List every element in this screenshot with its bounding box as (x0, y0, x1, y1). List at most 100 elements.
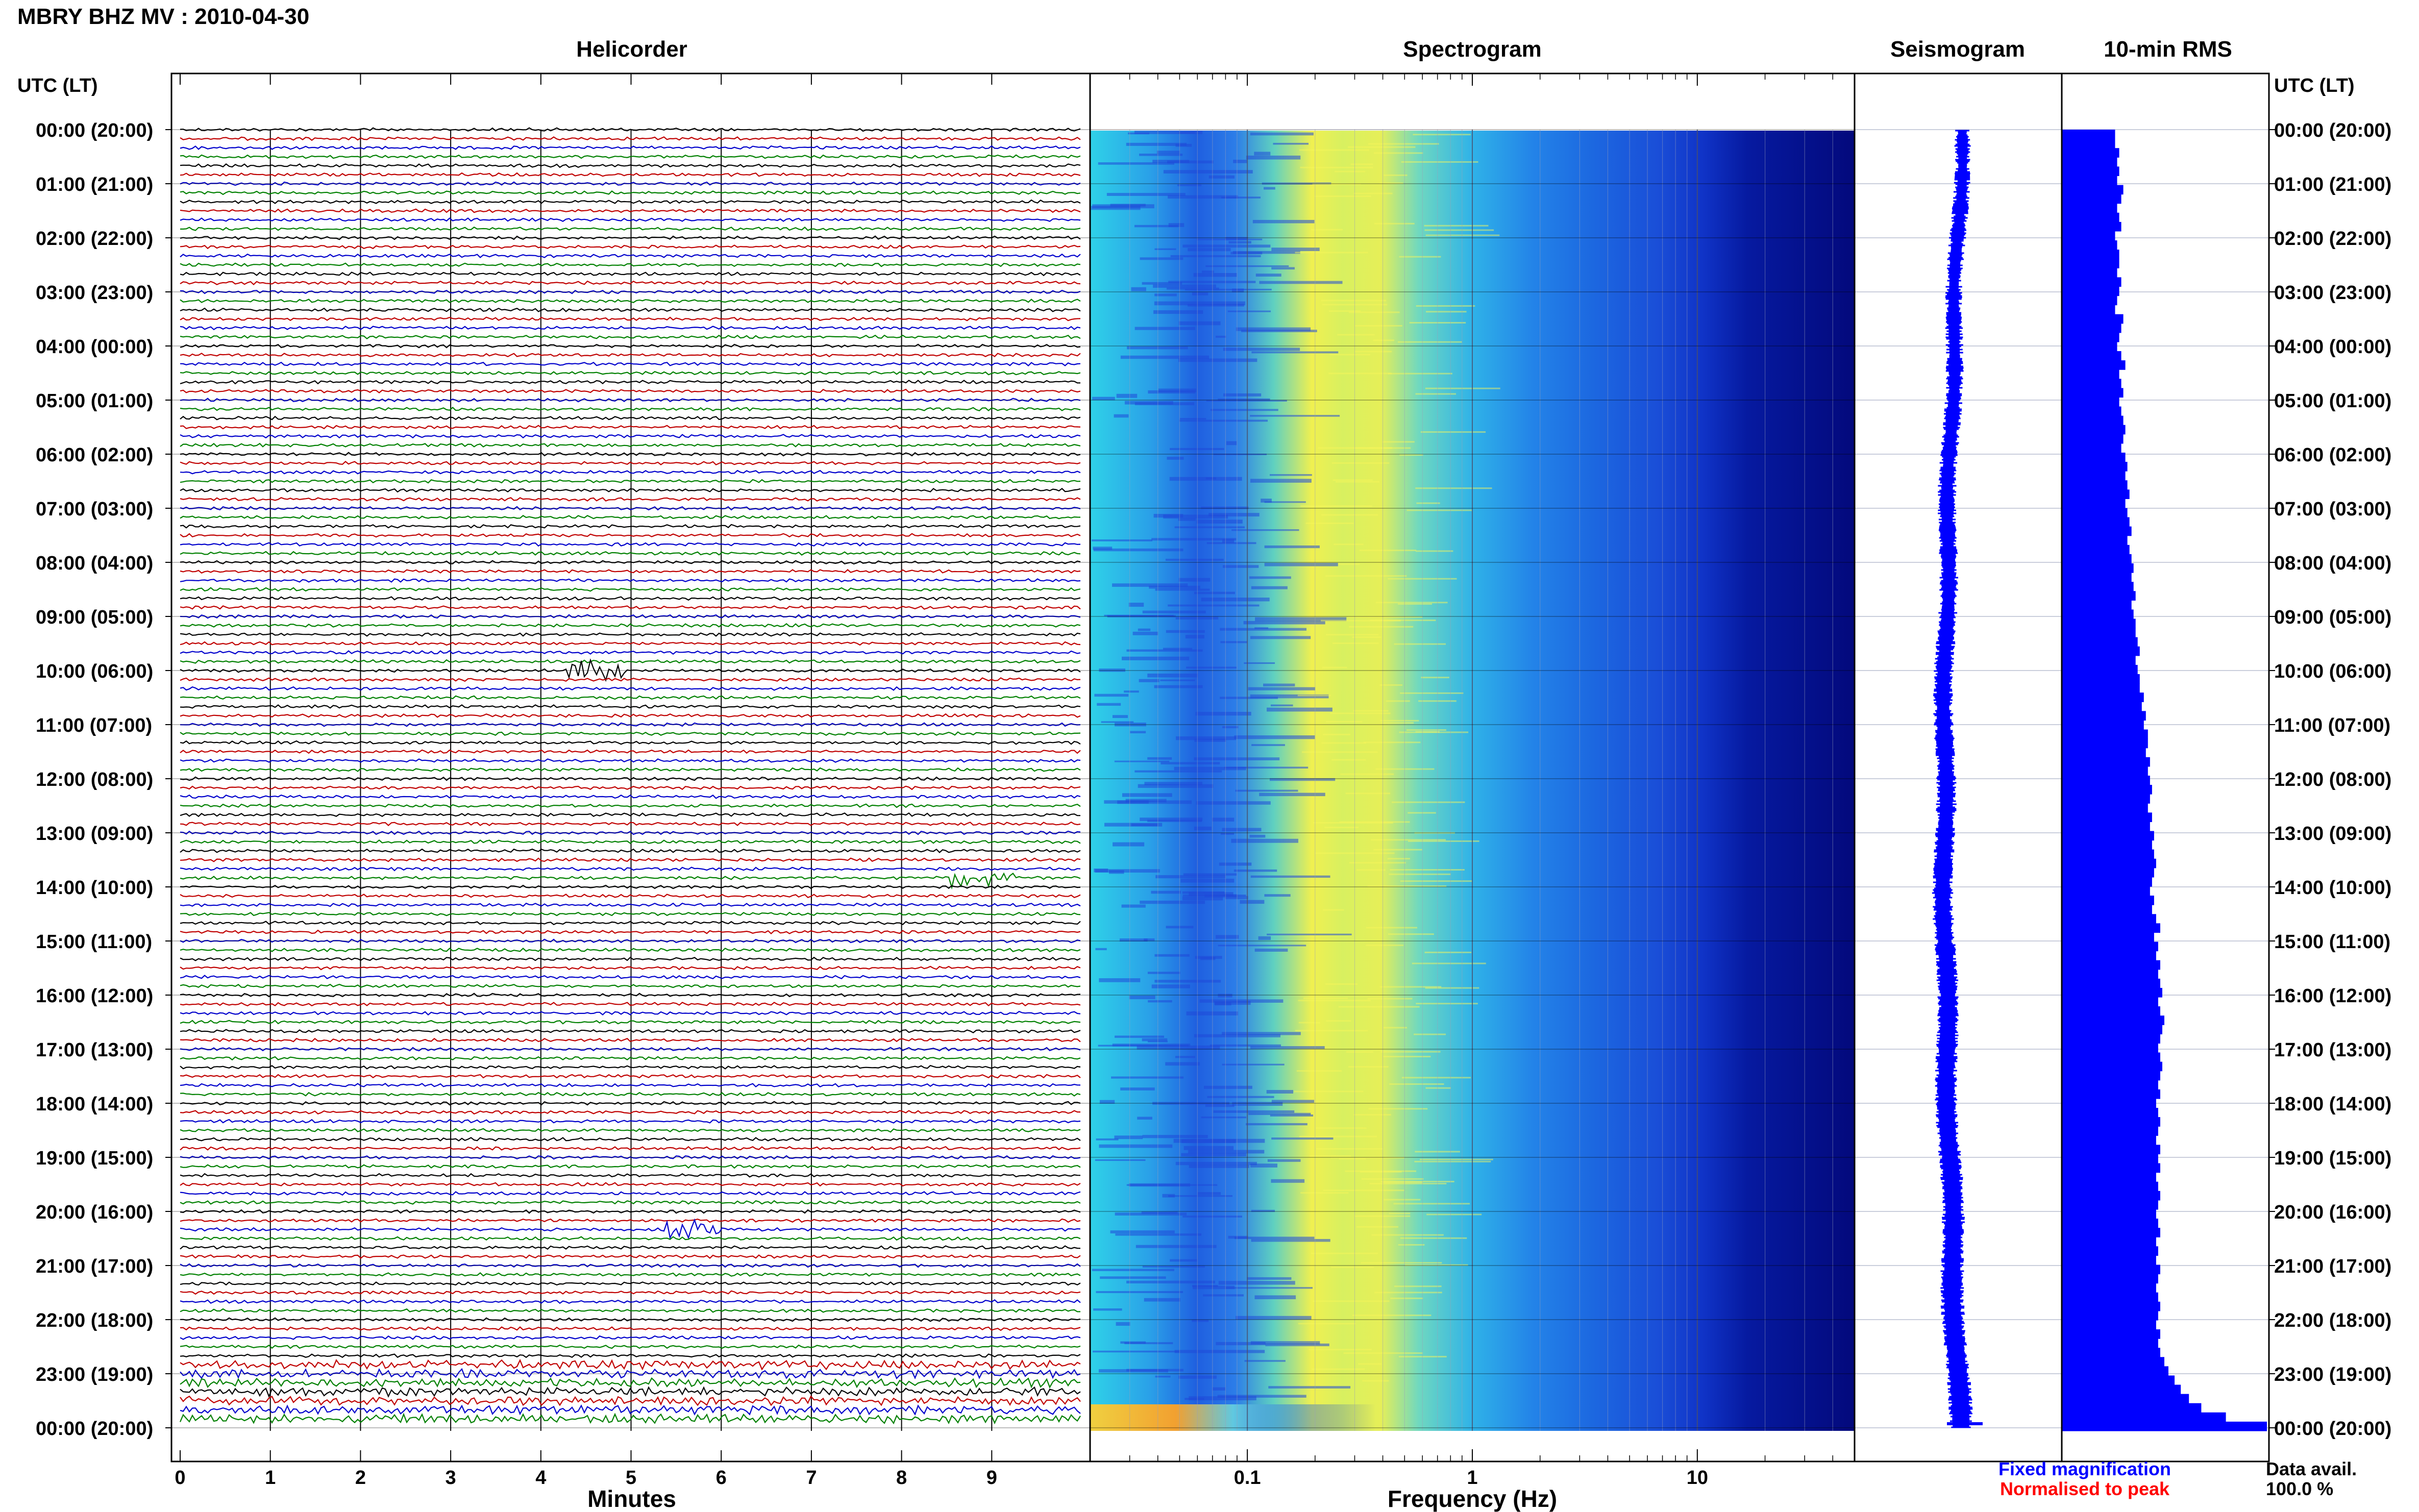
rms-bar (2062, 341, 2117, 352)
helicorder-trace (180, 1358, 1081, 1371)
seismogram-trace (1932, 130, 1973, 1428)
spectrogram-streak (1369, 1182, 1447, 1184)
helicorder-trace (180, 560, 1081, 565)
spectrogram-streak (1148, 390, 1196, 394)
spectrogram-streak (1155, 588, 1210, 591)
helicorder-trace (180, 993, 1081, 998)
spectrogram-streak (1129, 1183, 1191, 1187)
panel-title-seismogram: Seismogram (1890, 37, 2025, 62)
helicorder-trace (180, 758, 1081, 763)
spectrogram-streak (1399, 256, 1441, 258)
spectrogram-streak (1389, 1212, 1411, 1214)
helicorder-trace (180, 1353, 1081, 1358)
minute-tick-label: 0 (175, 1467, 185, 1489)
spectrogram-streak (1101, 721, 1134, 723)
spectrogram-streak (1262, 182, 1331, 185)
spectrogram-streak (1401, 1077, 1471, 1079)
rms-bar (2062, 618, 2136, 629)
spectrogram-streak (1174, 766, 1246, 771)
spectrogram-streak (1182, 244, 1271, 248)
spectrogram-streak (1338, 563, 1360, 565)
time-axis-label-left: UTC (LT) (17, 75, 98, 96)
spectrogram-streak (1264, 501, 1306, 503)
spectrogram-streak (1300, 1192, 1349, 1194)
spectrogram-streak (1194, 1034, 1281, 1037)
spectrogram-streak (1170, 448, 1224, 451)
rms-bar (2062, 1181, 2158, 1192)
hour-label-right: 20:00 (16:00) (2274, 1202, 2391, 1223)
helicorder-trace (180, 1155, 1081, 1160)
spectrogram-streak (1114, 414, 1129, 418)
rms-bar (2062, 849, 2154, 859)
rms-bar (2062, 250, 2119, 259)
spectrogram-streak (1153, 514, 1183, 518)
spectrogram-streak (1167, 457, 1184, 460)
spectrogram-streak (1328, 310, 1361, 312)
rms-bar (2062, 757, 2150, 767)
rms-bar (2062, 259, 2119, 268)
spectrogram-streak (1397, 603, 1433, 605)
spectrogram-streak (1128, 132, 1150, 135)
spectrogram-streak (1331, 759, 1366, 761)
spectrogram-streak (1264, 187, 1275, 190)
rms-bar (2062, 785, 2152, 795)
spectrogram-streak (1223, 393, 1262, 396)
helicorder-trace (180, 487, 1081, 493)
spectrogram-streak (1412, 962, 1486, 964)
spectrogram-streak (1178, 1375, 1217, 1379)
minute-tick-label: 6 (716, 1467, 727, 1489)
rms-bar (2062, 628, 2136, 638)
spectrogram-streak (1194, 738, 1226, 742)
rms-bar (2062, 896, 2154, 905)
rms-bar (2062, 1375, 2175, 1385)
spectrogram-streak (1236, 1316, 1312, 1320)
spectrogram-streak (1354, 351, 1392, 353)
spectrogram-streak (1370, 839, 1446, 841)
rms-bar (2062, 1412, 2226, 1422)
helicorder-trace (180, 1010, 1081, 1016)
rms-bar (2062, 702, 2142, 711)
spectrogram-streak (1349, 862, 1406, 864)
spectrogram-streak (1367, 998, 1413, 1000)
spectrogram-streak (1131, 287, 1146, 291)
spectrogram-streak (1160, 679, 1195, 681)
spectrogram-streak (1139, 154, 1183, 156)
hour-label-right: 15:00 (11:00) (2274, 931, 2390, 953)
spectrogram-streak (1250, 1341, 1320, 1345)
helicorder-trace (180, 1092, 1081, 1097)
helicorder-trace (180, 921, 1081, 926)
spectrogram-streak (1114, 760, 1170, 762)
hour-label-right: 11:00 (07:00) (2274, 715, 2390, 736)
helicorder-trace (180, 983, 1081, 988)
spectrogram-streak (1167, 160, 1214, 164)
helicorder-trace (180, 181, 1081, 186)
spectrogram-streak (1250, 636, 1311, 639)
spectrogram-streak (1387, 858, 1410, 860)
rms-bar (2062, 499, 2126, 509)
spectrogram-streak (1134, 225, 1178, 228)
helicorder-trace (180, 956, 1081, 961)
spectrogram-streak (1174, 526, 1245, 529)
spectrogram-streak (1388, 933, 1434, 935)
rms-bar (2062, 185, 2124, 195)
helicorder-trace (180, 280, 1081, 286)
helicorder-trace (180, 848, 1081, 854)
hour-label-right: 23:00 (19:00) (2274, 1364, 2391, 1385)
spectrogram-streak (1380, 722, 1414, 724)
helicorder-trace (180, 587, 1081, 592)
rms-bar (2062, 1421, 2267, 1431)
helicorder-trace (180, 425, 1081, 430)
spectrogram-streak (1144, 1298, 1181, 1302)
rms-bar (2062, 923, 2160, 933)
rms-bar (2062, 1209, 2156, 1219)
spectrogram-streak (1254, 1295, 1296, 1299)
rms-bar (2062, 932, 2154, 943)
helicorder-trace (180, 415, 1081, 420)
spectrogram-streak (1379, 986, 1442, 988)
spectrogram-streak (1315, 852, 1395, 854)
helicorder-trace (180, 948, 1081, 953)
spectrogram-streak (1312, 183, 1361, 185)
spectrogram-streak (1138, 784, 1214, 788)
spectrogram-streak (1312, 1368, 1365, 1370)
spectrogram-streak (1246, 155, 1301, 160)
